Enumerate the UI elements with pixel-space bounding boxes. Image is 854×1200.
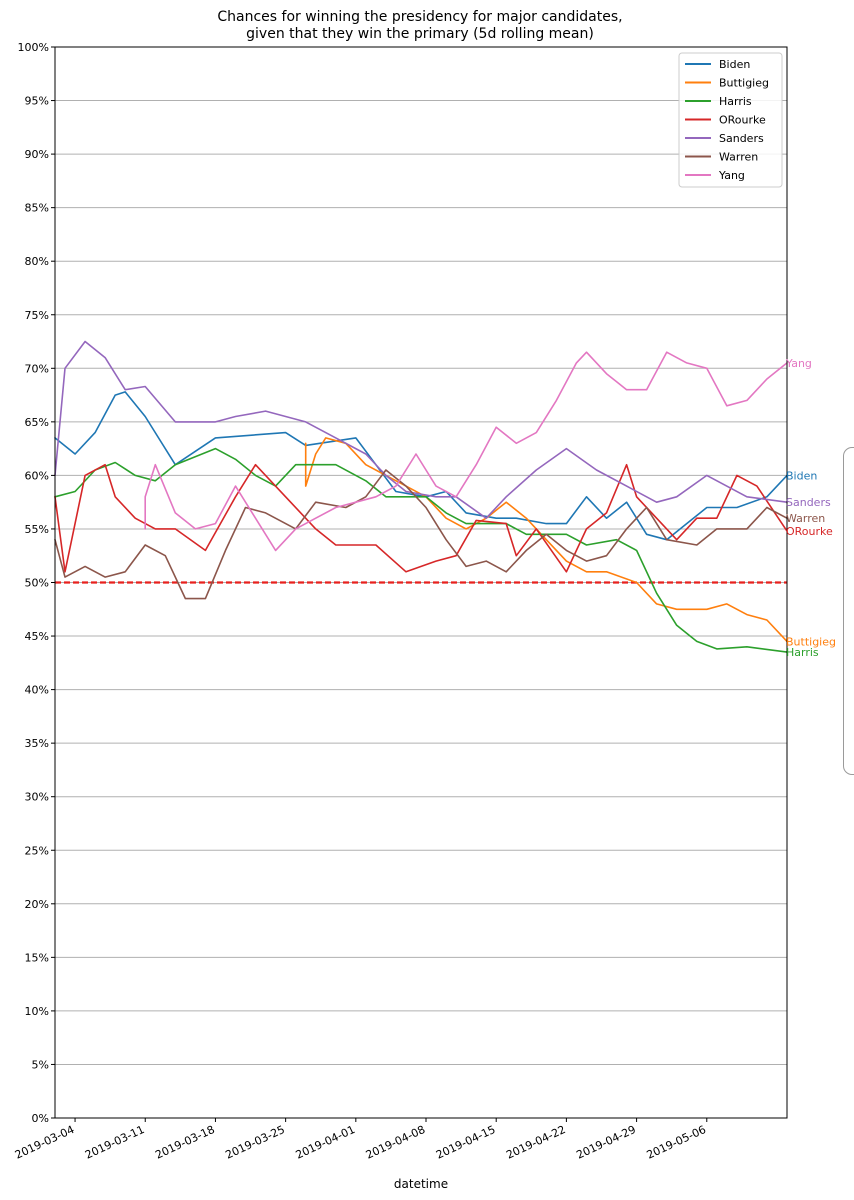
y-tick-label: 0% xyxy=(32,1112,49,1125)
x-axis-label: datetime xyxy=(394,1177,448,1191)
y-tick-label: 25% xyxy=(25,844,49,857)
x-tick-label: 2019-05-06 xyxy=(645,1123,708,1162)
chart-title-line-2: given that they win the primary (5d roll… xyxy=(246,26,594,42)
y-tick-label: 5% xyxy=(32,1058,49,1071)
series-line-sanders xyxy=(54,340,788,519)
series-line-yang xyxy=(144,351,788,552)
end-label-harris: Harris xyxy=(786,646,819,659)
y-tick-label: 35% xyxy=(25,737,49,750)
legend-label-yang: Yang xyxy=(718,169,745,182)
end-label-buttigieg: Buttigieg xyxy=(786,635,836,648)
end-label-sanders: Sanders xyxy=(786,496,831,509)
y-axis-ticks: 0% 5% 10% 15% 20% 25% 30% 35% 40% 45% 50% 55% 60% 65%… xyxy=(18,41,55,1125)
legend: Biden Buttigieg Harris ORourke Sanders Warren… xyxy=(678,52,783,188)
y-tick-label: 100% xyxy=(18,41,49,54)
series-line-buttigieg xyxy=(304,437,788,643)
legend-label-sanders: Sanders xyxy=(719,132,764,145)
y-tick-label: 75% xyxy=(25,309,49,322)
chart-title-line-1: Chances for winning the presidency for m… xyxy=(217,9,622,25)
y-tick-label: 55% xyxy=(25,523,49,536)
y-tick-label: 30% xyxy=(25,791,49,804)
legend-label-buttigieg: Buttigieg xyxy=(719,77,769,90)
legend-label-harris: Harris xyxy=(719,95,752,108)
y-tick-label: 95% xyxy=(25,95,49,108)
y-tick-label: 40% xyxy=(25,684,49,697)
end-label-orourke: ORourke xyxy=(786,525,833,538)
x-tick-label: 2019-03-18 xyxy=(153,1123,216,1162)
x-tick-label: 2019-03-11 xyxy=(83,1123,146,1162)
y-tick-label: 80% xyxy=(25,255,49,268)
series-line-harris xyxy=(54,447,788,653)
legend-label-orourke: ORourke xyxy=(719,114,766,127)
series-lines xyxy=(54,340,788,653)
x-tick-label: 2019-04-08 xyxy=(364,1123,427,1162)
y-tick-label: 90% xyxy=(25,148,49,161)
series-line-warren xyxy=(54,469,788,600)
x-tick-label: 2019-03-25 xyxy=(223,1123,286,1162)
side-panel-edge xyxy=(843,447,854,775)
end-label-warren: Warren xyxy=(786,512,825,525)
x-tick-label: 2019-04-01 xyxy=(294,1123,357,1162)
y-tick-label: 10% xyxy=(25,1005,49,1018)
x-tick-label: 2019-04-22 xyxy=(504,1123,567,1162)
x-axis-ticks: 2019-03-04 2019-03-11 2019-03-18 2019-03-25… xyxy=(13,1118,708,1162)
x-tick-label: 2019-03-04 xyxy=(13,1123,76,1162)
legend-label-warren: Warren xyxy=(719,151,758,164)
y-tick-label: 50% xyxy=(25,577,49,590)
y-tick-label: 85% xyxy=(25,202,49,215)
y-tick-label: 70% xyxy=(25,362,49,375)
legend-label-biden: Biden xyxy=(719,58,750,71)
x-tick-label: 2019-04-15 xyxy=(434,1123,497,1162)
x-tick-label: 2019-04-29 xyxy=(574,1123,637,1162)
y-tick-label: 45% xyxy=(25,630,49,643)
end-label-biden: Biden xyxy=(786,469,817,482)
y-tick-label: 65% xyxy=(25,416,49,429)
y-tick-label: 15% xyxy=(25,951,49,964)
end-label-yang: Yang xyxy=(785,357,812,370)
series-line-biden xyxy=(54,391,788,541)
legend-box xyxy=(678,52,783,188)
y-tick-label: 60% xyxy=(25,469,49,482)
y-tick-label: 20% xyxy=(25,898,49,911)
